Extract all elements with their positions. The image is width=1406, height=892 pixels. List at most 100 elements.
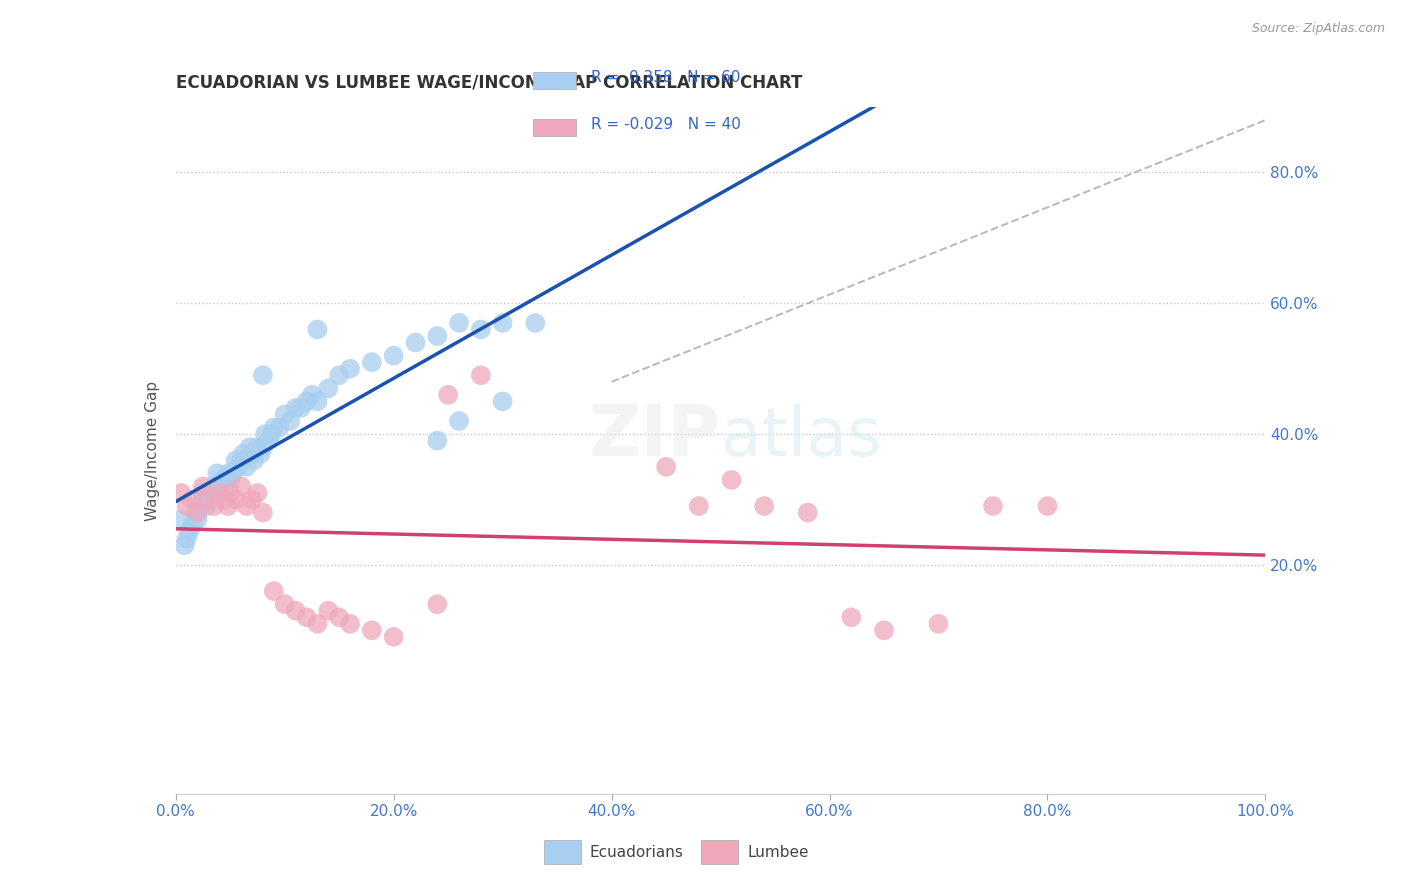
Point [274, 408, 297, 422]
Point [492, 394, 515, 409]
Point [170, 486, 193, 500]
Point [208, 486, 231, 500]
Point [382, 630, 405, 644]
Point [231, 479, 253, 493]
Point [217, 499, 239, 513]
Point [524, 316, 547, 330]
Point [177, 525, 200, 540]
Point [235, 499, 257, 513]
Point [307, 616, 329, 631]
Point [197, 486, 219, 500]
Point [796, 506, 818, 520]
Point [228, 459, 250, 474]
Point [928, 616, 950, 631]
Point [263, 420, 285, 434]
Point [173, 538, 195, 552]
Point [239, 440, 262, 454]
Point [284, 604, 307, 618]
Point [208, 486, 231, 500]
Point [301, 388, 323, 402]
Point [318, 381, 340, 395]
Text: Ecuadorians: Ecuadorians [591, 845, 683, 860]
Point [295, 394, 318, 409]
Point [181, 518, 204, 533]
Point [240, 492, 263, 507]
Point [405, 335, 427, 350]
Point [655, 459, 678, 474]
Point [307, 394, 329, 409]
Point [176, 532, 198, 546]
Point [754, 499, 776, 513]
Point [219, 473, 242, 487]
Point [360, 624, 382, 638]
Point [470, 368, 492, 383]
Point [221, 467, 243, 481]
Point [269, 420, 291, 434]
FancyBboxPatch shape [702, 840, 738, 864]
Point [254, 427, 277, 442]
Point [170, 512, 193, 526]
Text: ZIP: ZIP [588, 402, 721, 471]
FancyBboxPatch shape [533, 72, 576, 89]
Point [186, 506, 209, 520]
Point [231, 453, 253, 467]
Point [426, 597, 449, 611]
Point [447, 414, 470, 428]
Point [720, 473, 742, 487]
Point [217, 467, 239, 481]
Text: R = -0.029   N = 40: R = -0.029 N = 40 [592, 117, 741, 132]
Point [232, 447, 254, 461]
Point [328, 368, 350, 383]
Point [202, 479, 225, 493]
Point [211, 473, 233, 487]
Point [360, 355, 382, 369]
Point [328, 610, 350, 624]
Point [290, 401, 312, 415]
Point [191, 486, 214, 500]
Point [841, 610, 863, 624]
Point [246, 486, 269, 500]
Point [1036, 499, 1059, 513]
Point [225, 453, 247, 467]
Y-axis label: Wage/Income Gap: Wage/Income Gap [145, 380, 160, 521]
Point [318, 604, 340, 618]
Point [252, 506, 274, 520]
Point [176, 499, 198, 513]
Point [214, 479, 236, 493]
Point [447, 316, 470, 330]
Point [186, 512, 209, 526]
Point [339, 361, 361, 376]
FancyBboxPatch shape [533, 120, 576, 136]
Point [873, 624, 896, 638]
Point [214, 492, 236, 507]
Point [688, 499, 710, 513]
Point [249, 447, 271, 461]
Text: atlas: atlas [721, 404, 882, 470]
Point [195, 499, 218, 513]
FancyBboxPatch shape [544, 840, 581, 864]
Point [191, 492, 214, 507]
Point [246, 440, 269, 454]
Point [426, 434, 449, 448]
Point [284, 401, 307, 415]
Point [339, 616, 361, 631]
Point [252, 440, 274, 454]
Point [295, 610, 318, 624]
Point [278, 414, 301, 428]
Point [981, 499, 1004, 513]
Text: R =  0.358   N = 60: R = 0.358 N = 60 [592, 70, 741, 86]
Point [181, 492, 204, 507]
Point [257, 434, 280, 448]
Point [492, 316, 515, 330]
Text: ECUADORIAN VS LUMBEE WAGE/INCOME GAP CORRELATION CHART: ECUADORIAN VS LUMBEE WAGE/INCOME GAP COR… [176, 74, 803, 92]
Point [188, 499, 211, 513]
Point [470, 322, 492, 336]
Point [263, 584, 285, 599]
Text: Source: ZipAtlas.com: Source: ZipAtlas.com [1251, 22, 1385, 36]
Point [437, 388, 460, 402]
Point [382, 349, 405, 363]
Point [225, 492, 247, 507]
Text: Lumbee: Lumbee [748, 845, 810, 860]
Point [202, 499, 225, 513]
Point [243, 453, 266, 467]
